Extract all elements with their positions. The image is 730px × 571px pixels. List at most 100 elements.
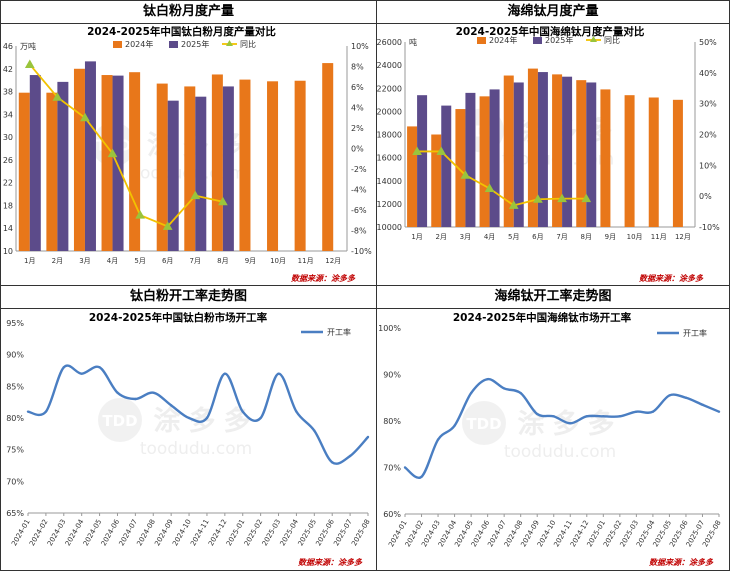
legend-swatch-y2025 — [169, 41, 178, 48]
y-tick-left: 22000 — [377, 84, 402, 93]
y-unit-label: 万吨 — [20, 41, 36, 51]
watermark-logo-text: TDD — [466, 415, 501, 433]
y-tick-left: 12000 — [377, 200, 402, 209]
data-point — [44, 410, 48, 413]
tio2-output-panel: 钛白粉月度产量 2024-2025年中国钛白粉月度产量对比 10 14 18 22 26 3… — [0, 0, 377, 286]
watermark-url: toodudu.com — [504, 442, 616, 462]
yoy-point-marker — [80, 112, 90, 122]
y-tick: 60% — [383, 510, 401, 519]
y-tick-right: -10% — [351, 247, 372, 256]
ti-sponge-operating-rate-panel: 海绵钛开工率走势图 2024-2025年中国海绵钛市场开工率 60% 70% 80% 9… — [376, 285, 730, 571]
data-point — [366, 435, 370, 439]
bar-y2024 — [455, 109, 466, 227]
data-point — [436, 438, 440, 441]
bar-y2025 — [489, 89, 500, 227]
y-tick: 70% — [383, 464, 401, 473]
bar-y2024 — [46, 92, 58, 251]
ti-sponge-operating-rate-chart: 2024-2025年中国海绵钛市场开工率 60% 70% 80% 90% 100% TDD 涂… — [378, 311, 723, 567]
y-tick-right: 10% — [699, 161, 717, 170]
chart-title: 2024-2025年中国钛白粉月度产量对比 — [87, 25, 276, 38]
data-point — [152, 391, 155, 394]
y-tick: 80% — [383, 417, 401, 426]
yoy-point-marker — [52, 92, 63, 101]
x-tick: 2月 — [436, 233, 447, 241]
yoy-point-marker — [484, 183, 495, 192]
y-tick-right: 30% — [699, 100, 717, 109]
data-point — [187, 416, 191, 420]
data-point — [241, 410, 244, 413]
x-tick: 1月 — [24, 257, 35, 265]
y-tick-left: 14 — [3, 224, 13, 233]
y-tick-right: 0% — [699, 192, 712, 201]
legend: 2024年 2025年 同比 — [477, 35, 620, 45]
data-point — [536, 412, 539, 416]
y-tick-right: 8% — [351, 63, 364, 72]
bar-y2024 — [407, 126, 418, 227]
data-point — [116, 391, 119, 394]
data-point — [295, 410, 298, 413]
chart-title: 2024-2025年中国海绵钛市场开工率 — [453, 311, 632, 324]
x-tick: 3月 — [460, 233, 471, 241]
bar-y2024 — [156, 83, 168, 251]
y-tick-right: -10% — [699, 223, 720, 232]
panel-header: 钛白粉开工率走势图 — [1, 286, 376, 309]
ti-sponge-output-chart: 2024-2025年中国海绵钛月度产量对比 10000 12000 14000 1600… — [377, 25, 720, 283]
y-tick-left: 30 — [3, 133, 13, 142]
x-tick: 11月 — [651, 233, 667, 241]
data-point — [80, 372, 83, 375]
y-tick-right: 2% — [351, 124, 364, 133]
x-tick: 8月 — [581, 233, 592, 241]
yoy-point-marker — [107, 148, 118, 158]
x-tick: 7月 — [556, 233, 567, 241]
y-tick-left: 38 — [3, 88, 13, 97]
x-tick: 4月 — [484, 233, 495, 241]
x-tick: 1月 — [411, 233, 422, 241]
data-point — [569, 422, 572, 425]
watermark-brand: 涂多多 — [518, 408, 623, 440]
yoy-point-marker — [581, 193, 592, 203]
bar-y2025 — [465, 92, 476, 227]
y-tick-left: 24000 — [377, 61, 402, 70]
bar-y2024 — [503, 75, 514, 227]
y-tick: 65% — [6, 509, 24, 518]
yoy-point-marker — [135, 210, 145, 219]
watermark-logo-icon — [462, 401, 506, 445]
y-tick-left: 46 — [3, 42, 13, 51]
y-tick-left: 10 — [3, 247, 13, 256]
chart-title: 2024-2025年中国钛白粉市场开工率 — [89, 311, 268, 324]
data-point — [717, 410, 721, 413]
y-tick-right: -8% — [351, 227, 367, 236]
data-point — [403, 466, 407, 469]
data-point — [585, 415, 588, 418]
x-tick: 11月 — [298, 257, 314, 265]
y-tick-right: -6% — [351, 206, 367, 215]
legend-swatch-y2024 — [113, 41, 122, 48]
x-tick: 6月 — [162, 257, 173, 265]
y-tick-left: 42 — [3, 65, 13, 74]
y-tick: 85% — [6, 382, 24, 391]
legend-label: 同比 — [240, 39, 256, 49]
legend-label: 开工率 — [327, 327, 351, 337]
bar-y2024 — [648, 97, 659, 227]
watermark-logo-text: TDD — [102, 412, 137, 430]
yoy-line — [417, 150, 587, 207]
data-point — [502, 387, 506, 390]
data-point — [602, 415, 605, 418]
bar-y2025 — [441, 105, 452, 227]
yoy-point-marker — [508, 200, 519, 209]
y-tick-left: 22 — [3, 179, 13, 188]
bar-y2025 — [57, 81, 69, 251]
bar-y2024 — [18, 92, 30, 251]
y-tick: 90% — [6, 351, 24, 360]
y-tick: 90% — [383, 371, 401, 380]
bar-y2024 — [211, 74, 223, 251]
bar-y2024 — [184, 86, 196, 251]
watermark-logo-icon — [98, 398, 142, 442]
bar-y2025 — [167, 100, 179, 252]
data-point — [469, 391, 473, 395]
data-point — [420, 475, 423, 478]
data-point — [313, 429, 316, 432]
operating-rate-line — [404, 377, 720, 479]
y-tick: 75% — [6, 446, 24, 455]
